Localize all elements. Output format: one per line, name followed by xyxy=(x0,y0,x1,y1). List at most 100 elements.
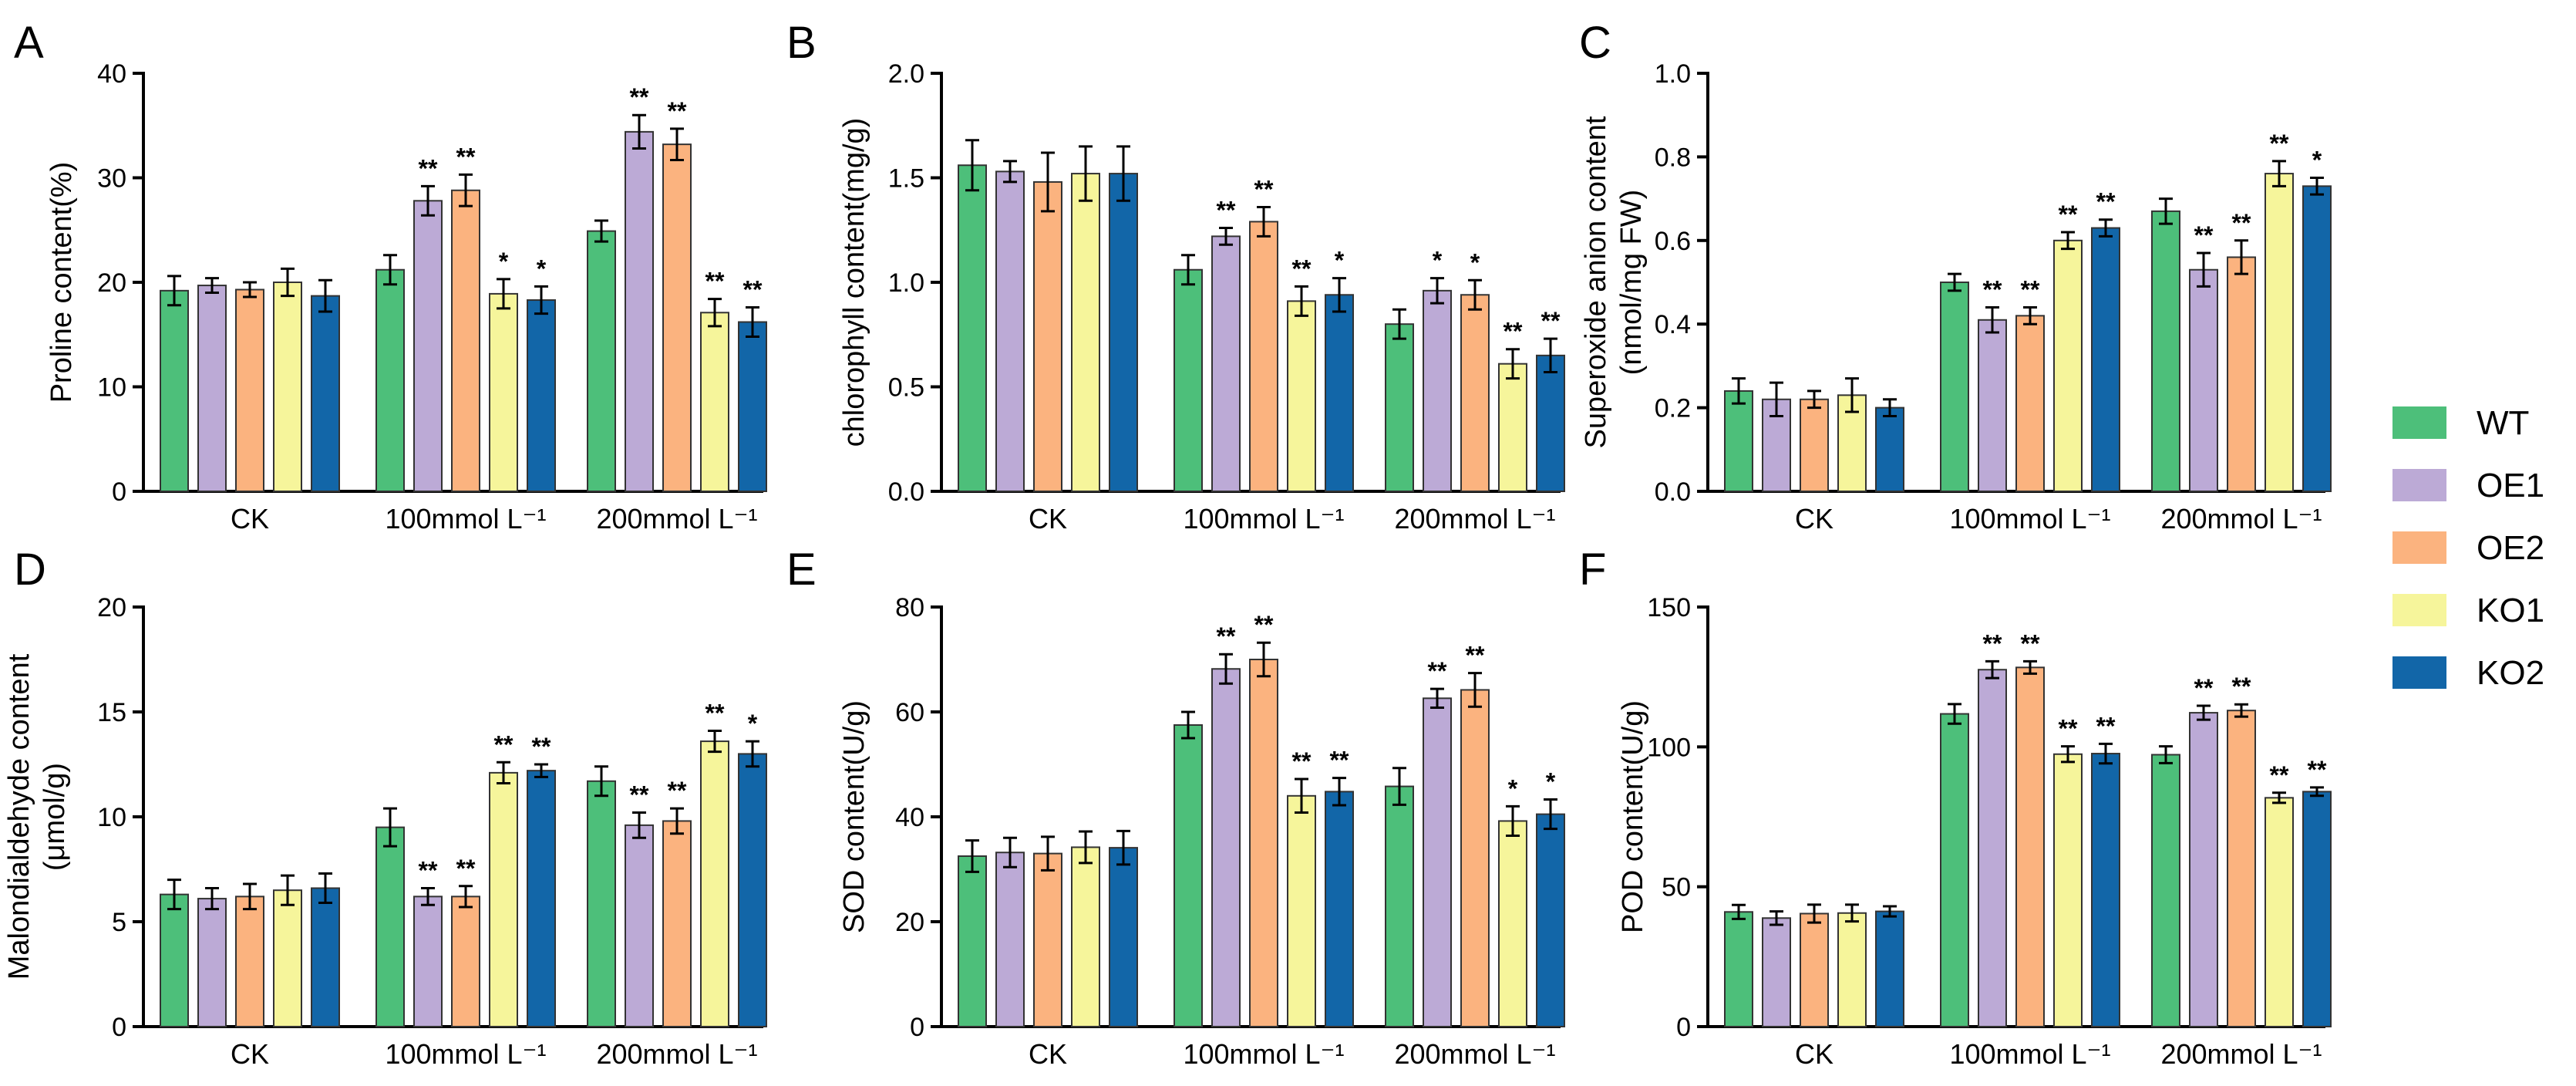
bar-oe2 xyxy=(1460,689,1490,1027)
bar-ko1 xyxy=(273,282,302,492)
x-category-label: 100mmol L⁻¹ xyxy=(1949,1038,2110,1070)
bar-ko1 xyxy=(1498,363,1527,492)
y-tick-label: 20 xyxy=(895,908,924,937)
chart-panel-b: B 0.0 0.5 1.0 1.5 2.0 chlorophyll content(mg/g… xyxy=(786,18,1565,535)
legend: WT OE1 OE2 KO1 KO2 xyxy=(2392,404,2544,692)
bar-oe1 xyxy=(1762,917,1791,1027)
bar-wt xyxy=(1385,785,1414,1027)
y-tick-label: 15 xyxy=(97,698,126,727)
y-tick-label: 0.0 xyxy=(1655,477,1691,507)
bar-ko1 xyxy=(1498,820,1527,1027)
bar-wt xyxy=(1174,268,1203,492)
bar-ko1 xyxy=(2053,239,2083,492)
legend-label: OE1 xyxy=(2477,467,2544,504)
legend-swatch xyxy=(2392,656,2446,689)
bar-wt xyxy=(958,855,987,1027)
bar-oe2 xyxy=(1249,659,1278,1027)
legend-item-ko1: KO1 xyxy=(2392,592,2544,629)
significance-label: * xyxy=(1470,248,1480,276)
bar-oe1 xyxy=(197,898,227,1027)
y-axis-title-line: Proline content(%) xyxy=(45,162,78,403)
bar-wt xyxy=(160,893,189,1028)
bar-ko2 xyxy=(738,753,767,1028)
bar-ko2 xyxy=(527,770,556,1027)
bar-ko2 xyxy=(311,887,340,1027)
significance-label: ** xyxy=(2021,629,2040,657)
significance-label: ** xyxy=(705,268,725,295)
significance-label: ** xyxy=(419,856,438,884)
x-category-label: 100mmol L⁻¹ xyxy=(1183,1038,1344,1070)
bar-ko1 xyxy=(1287,300,1316,493)
bar-wt xyxy=(375,268,405,492)
y-tick-label: 100 xyxy=(1647,733,1691,762)
bar-wt xyxy=(2151,754,2180,1027)
significance-label: ** xyxy=(630,83,649,111)
x-category-label: 200mmol L⁻¹ xyxy=(2160,1038,2322,1070)
bar-oe2 xyxy=(1249,221,1278,492)
legend-swatch xyxy=(2392,406,2446,439)
y-tick-label: 1.0 xyxy=(1655,59,1691,89)
significance-label: ** xyxy=(2270,761,2289,789)
bar-oe2 xyxy=(2015,315,2045,492)
bar-oe1 xyxy=(625,130,654,492)
bar-wt xyxy=(375,826,405,1027)
y-axis-title-line: Malondialdehyde content xyxy=(3,653,35,980)
legend-label: WT xyxy=(2477,404,2529,442)
bar-ko2 xyxy=(1536,813,1565,1027)
bar-oe2 xyxy=(1460,294,1490,493)
significance-label: * xyxy=(1335,247,1345,275)
bar-oe2 xyxy=(2015,666,2045,1027)
bar-oe2 xyxy=(235,288,264,492)
y-tick-label: 0 xyxy=(112,477,126,507)
bar-oe2 xyxy=(1800,398,1829,493)
bar-wt xyxy=(1940,713,1969,1028)
bar-oe1 xyxy=(1978,669,2007,1027)
significance-label: ** xyxy=(1983,276,2002,304)
significance-label: ** xyxy=(532,733,551,761)
bar-oe1 xyxy=(1211,235,1241,492)
bar-ko2 xyxy=(311,295,340,492)
bar-wt xyxy=(1174,724,1203,1027)
bar-oe2 xyxy=(235,895,264,1027)
significance-label: ** xyxy=(1217,197,1236,224)
bar-ko1 xyxy=(700,740,729,1028)
bar-ko1 xyxy=(489,771,518,1027)
significance-label: ** xyxy=(419,154,438,182)
significance-label: ** xyxy=(1217,622,1236,650)
significance-label: ** xyxy=(2308,756,2327,784)
significance-label: * xyxy=(2312,147,2322,174)
bar-ko2 xyxy=(2091,753,2120,1028)
bar-ko1 xyxy=(2053,753,2083,1028)
y-tick-label: 0.5 xyxy=(888,373,924,403)
bar-ko1 xyxy=(2265,797,2294,1027)
y-axis-title-line: (nmol/mg FW) xyxy=(1615,190,1648,376)
bar-oe2 xyxy=(662,143,692,492)
bar-oe1 xyxy=(197,285,227,492)
significance-label: ** xyxy=(705,699,725,727)
legend-label: KO1 xyxy=(2477,592,2544,629)
panel-letter: C xyxy=(1579,18,1611,68)
significance-label: ** xyxy=(1504,318,1523,346)
bar-ko1 xyxy=(1287,794,1316,1028)
bar-ko1 xyxy=(1071,846,1100,1027)
significance-label: ** xyxy=(1254,175,1274,203)
bar-oe2 xyxy=(451,189,480,492)
significance-label: ** xyxy=(1292,747,1312,775)
bar-oe2 xyxy=(2227,256,2256,492)
bar-oe2 xyxy=(1800,912,1829,1027)
x-category-label: 200mmol L⁻¹ xyxy=(596,1038,757,1070)
y-axis-title: Proline content(%) xyxy=(45,162,78,403)
y-tick-label: 40 xyxy=(895,803,924,832)
bar-oe1 xyxy=(1978,319,2007,492)
significance-label: ** xyxy=(1254,611,1274,639)
bar-oe2 xyxy=(662,820,692,1027)
x-category-label: 100mmol L⁻¹ xyxy=(385,1038,546,1070)
y-tick-label: 10 xyxy=(97,803,126,832)
bar-ko2 xyxy=(1325,791,1354,1027)
panel-letter: F xyxy=(1579,545,1606,595)
bar-ko2 xyxy=(527,299,556,492)
y-tick-label: 0.8 xyxy=(1655,143,1691,172)
